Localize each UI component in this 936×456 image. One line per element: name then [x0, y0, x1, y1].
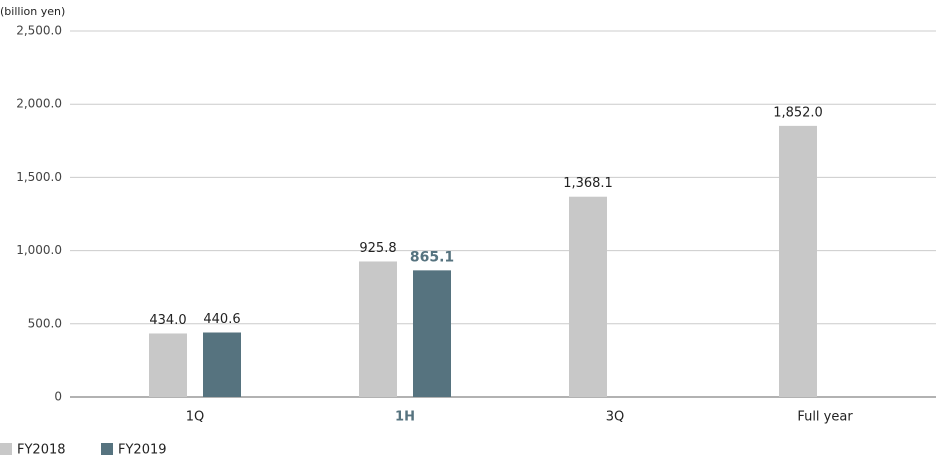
x-tick-label: 1Q — [186, 410, 205, 425]
value-label: 440.6 — [203, 312, 240, 327]
x-tick-label: Full year — [797, 410, 853, 425]
y-tick-label: 2,500.0 — [16, 24, 62, 38]
value-label: 1,368.1 — [563, 176, 613, 191]
y-tick-label: 2,000.0 — [16, 97, 62, 111]
legend-swatch — [0, 443, 12, 455]
y-tick-label: 1,500.0 — [16, 170, 62, 184]
legend-swatch — [101, 443, 113, 455]
bar — [569, 196, 607, 397]
bar — [203, 332, 241, 397]
y-tick-label: 1,000.0 — [16, 243, 62, 257]
y-tick-label: 500.0 — [28, 316, 62, 330]
bar — [149, 333, 187, 397]
y-axis-label: (billion yen) — [0, 5, 65, 18]
bar — [413, 270, 451, 397]
value-label: 1,852.0 — [773, 105, 823, 120]
legend-label: FY2019 — [118, 443, 167, 456]
value-label: 865.1 — [410, 249, 454, 265]
bar — [359, 261, 397, 397]
value-label: 434.0 — [149, 313, 186, 328]
x-tick-label: 1H — [395, 410, 415, 425]
bar — [779, 125, 817, 398]
legend-label: FY2018 — [17, 443, 66, 456]
value-label: 925.8 — [359, 241, 396, 256]
y-tick-label: 0 — [54, 390, 62, 404]
x-tick-label: 3Q — [606, 410, 625, 425]
